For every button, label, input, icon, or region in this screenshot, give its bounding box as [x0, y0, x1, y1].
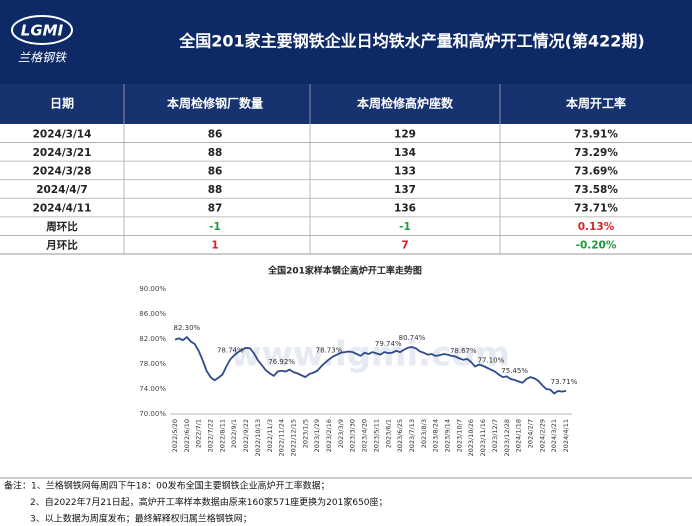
- x-tick-label: 2023/10/26: [467, 419, 475, 456]
- column-header: 本周检修钢厂数量: [167, 96, 263, 111]
- x-tick-label: 2023/12/28: [503, 419, 511, 456]
- cell: -0.20%: [576, 240, 617, 252]
- watermark: www.lgmi.com: [230, 335, 510, 375]
- cell: 134: [394, 147, 416, 159]
- data-label: 79.74%: [375, 340, 402, 348]
- x-tick-label: 2022/9/1: [230, 419, 238, 448]
- x-tick-label: 2023/11/16: [479, 419, 487, 456]
- y-tick-label: 86.00%: [139, 310, 166, 318]
- x-tick-label: 2022/10/13: [254, 419, 262, 456]
- data-label: 77.10%: [478, 357, 505, 365]
- data-label: 78.74%: [217, 346, 244, 354]
- y-tick-label: 90.00%: [139, 285, 166, 293]
- y-tick-label: 74.00%: [139, 385, 166, 393]
- cell: 73.71%: [574, 203, 618, 215]
- note: 2、自2022年7月21日起，高炉开工率样本数据由原来160家571座更换为20…: [30, 496, 388, 508]
- cell: 2024/3/28: [33, 165, 92, 177]
- data-label: 73.71%: [551, 378, 578, 386]
- cell: 2024/3/21: [33, 147, 92, 159]
- data-label: 80.74%: [399, 334, 426, 342]
- x-tick-label: 2023/8/24: [432, 419, 440, 452]
- notes: 备注：1、兰格钢铁网每周四下午18：00发布全国主要钢铁企业高炉开工率数据； 2、…: [4, 480, 388, 525]
- x-tick-label: 2024/4/11: [562, 419, 570, 452]
- x-tick-label: 2022/12/15: [289, 419, 297, 456]
- line: [174, 335, 567, 395]
- cell: 136: [394, 203, 416, 215]
- x-tick-label: 2023/3/9: [337, 419, 345, 448]
- cell: 86: [208, 128, 223, 140]
- logo: LGMI: [21, 22, 64, 40]
- x-tick-label: 2023/12/7: [491, 419, 499, 452]
- x-tick-label: 2024/2/29: [538, 419, 546, 452]
- cell: 87: [208, 203, 223, 215]
- x-tick-label: 2023/8/3: [420, 419, 428, 448]
- page-title: 全国201家主要钢铁企业日均铁水产量和高炉开工情况(第422期): [178, 32, 644, 51]
- x-tick-label: 2024/2/7: [526, 419, 534, 448]
- cell: 0.13%: [578, 221, 615, 233]
- cell: 137: [394, 184, 416, 196]
- table-header: [0, 84, 692, 124]
- y-tick-label: 70.00%: [139, 410, 166, 418]
- cell: 133: [394, 165, 416, 177]
- x-tick-label: 2023/1/5: [301, 419, 309, 448]
- data-label: 76.92%: [268, 358, 295, 366]
- x-tick-label: 2022/5/20: [171, 419, 179, 452]
- cell: 2024/3/14: [33, 128, 92, 140]
- x-tick-label: 2022/6/10: [183, 419, 191, 452]
- data-label: 82.30%: [173, 324, 200, 332]
- x-tick-label: 2023/1/29: [313, 419, 321, 452]
- cell: 129: [394, 128, 416, 140]
- column-header: 本周开工率: [566, 96, 626, 111]
- cell: -1: [399, 221, 411, 233]
- cell: 月环比: [45, 239, 78, 252]
- cell: 88: [208, 147, 223, 159]
- x-tick-label: 2022/9/22: [242, 419, 250, 452]
- column-header: 本周检修高炉座数: [357, 96, 454, 111]
- x-tick-label: 2022/11/24: [278, 419, 286, 456]
- header-bar: [0, 0, 692, 84]
- x-tick-label: 2023/7/13: [408, 419, 416, 452]
- logo-ring: [11, 15, 73, 45]
- x-tick-label: 2022/11/3: [266, 419, 274, 452]
- data-label: 78.67%: [450, 347, 477, 355]
- cell: 1: [211, 240, 218, 252]
- x-tick-label: 2023/10/7: [455, 419, 463, 452]
- cell: 7: [401, 240, 408, 252]
- x-tick-label: 2022/8/11: [218, 419, 226, 452]
- x-tick-label: 2024/3/21: [550, 419, 558, 452]
- cell: -1: [209, 221, 221, 233]
- cell: 86: [208, 165, 223, 177]
- x-tick-label: 2022/7/22: [207, 419, 215, 452]
- cell: 88: [208, 184, 223, 196]
- x-tick-label: 2024/1/18: [515, 419, 523, 452]
- x-tick-label: 2023/5/11: [372, 419, 380, 452]
- cell: 73.29%: [574, 147, 618, 159]
- logo-text: 兰格钢铁: [18, 51, 68, 65]
- cell: 2024/4/7: [36, 184, 88, 196]
- cell: 周环比: [46, 220, 78, 233]
- table: 日期 本周检修钢厂数量 本周检修高炉座数 本周开工率 2024/3/14 86 129 73.…: [0, 84, 692, 255]
- note: 备注：1、兰格钢铁网每周四下午18：00发布全国主要钢铁企业高炉开工率数据；: [4, 480, 330, 492]
- data-label: 78.73%: [316, 346, 343, 354]
- y-tick-label: 82.00%: [139, 335, 166, 343]
- column-header: 日期: [50, 96, 74, 111]
- x-tick-label: 2023/6/25: [396, 419, 404, 452]
- y-tick-label: 78.00%: [139, 360, 166, 368]
- x-tick-label: 2023/9/14: [444, 419, 452, 452]
- x-tick-label: 2023/4/20: [361, 419, 369, 452]
- x-tick-label: 2023/6/1: [384, 419, 392, 448]
- chart: 70.00% 74.00% 78.00% 82.00% 86.00% 90.00% 2022…: [139, 285, 577, 456]
- chart-title: 全国201家样本钢企高炉开工率走势图: [267, 265, 422, 277]
- x-tick-label: 2023/3/30: [349, 419, 357, 452]
- cell: 73.58%: [574, 184, 618, 196]
- data-label: 75.45%: [501, 367, 528, 375]
- x-tick-label: 2023/2/16: [325, 419, 333, 452]
- cell: 73.69%: [574, 165, 618, 177]
- x-tick-label: 2022/7/1: [195, 419, 203, 448]
- note: 3、以上数据为周度发布；最终解释权归属兰格钢铁网；: [30, 513, 252, 525]
- cell: 73.91%: [574, 128, 618, 140]
- cell: 2024/4/11: [33, 203, 92, 215]
